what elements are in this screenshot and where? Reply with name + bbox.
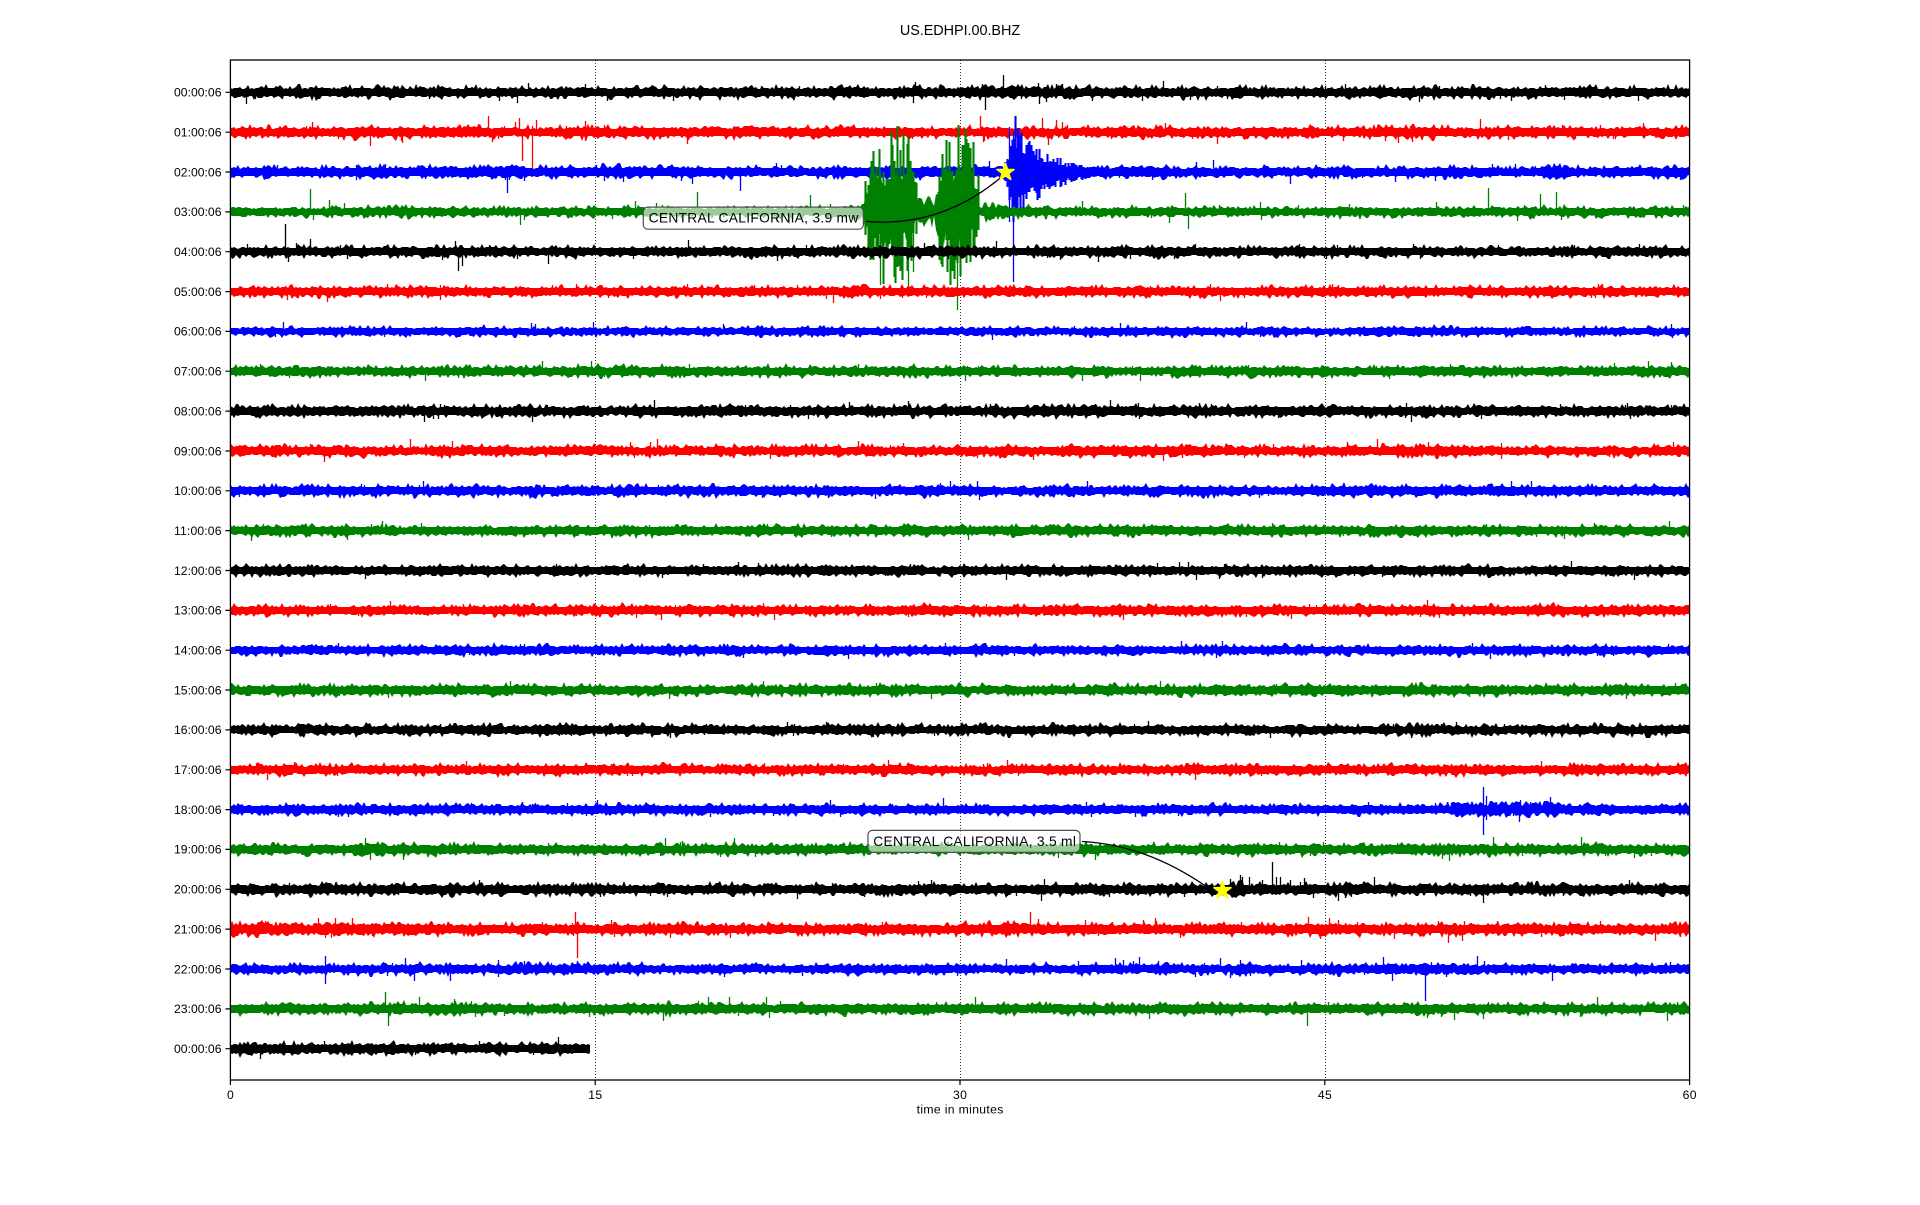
svg-text:0: 0 bbox=[227, 1088, 234, 1102]
svg-text:US.EDHPI.00.BHZ: US.EDHPI.00.BHZ bbox=[900, 23, 1021, 39]
svg-text:11:00:06: 11:00:06 bbox=[174, 524, 222, 538]
svg-text:05:00:06: 05:00:06 bbox=[174, 285, 222, 299]
svg-text:14:00:06: 14:00:06 bbox=[174, 644, 222, 658]
svg-text:00:00:06: 00:00:06 bbox=[174, 1042, 222, 1056]
svg-text:23:00:06: 23:00:06 bbox=[174, 1002, 222, 1016]
svg-text:18:00:06: 18:00:06 bbox=[174, 803, 222, 817]
svg-text:45: 45 bbox=[1318, 1088, 1332, 1102]
svg-text:13:00:06: 13:00:06 bbox=[174, 604, 222, 618]
svg-text:15: 15 bbox=[588, 1088, 602, 1102]
svg-text:17:00:06: 17:00:06 bbox=[174, 763, 222, 777]
svg-text:20:00:06: 20:00:06 bbox=[174, 883, 222, 897]
svg-text:09:00:06: 09:00:06 bbox=[174, 444, 222, 458]
svg-text:21:00:06: 21:00:06 bbox=[174, 922, 222, 936]
svg-text:08:00:06: 08:00:06 bbox=[174, 404, 222, 418]
svg-text:10:00:06: 10:00:06 bbox=[174, 484, 222, 498]
svg-text:12:00:06: 12:00:06 bbox=[174, 564, 222, 578]
svg-text:01:00:06: 01:00:06 bbox=[174, 126, 222, 140]
svg-text:22:00:06: 22:00:06 bbox=[174, 962, 222, 976]
svg-text:60: 60 bbox=[1683, 1088, 1697, 1102]
svg-text:CENTRAL CALIFORNIA, 3.5 ml: CENTRAL CALIFORNIA, 3.5 ml bbox=[873, 834, 1076, 849]
svg-text:19:00:06: 19:00:06 bbox=[174, 843, 222, 857]
svg-text:CENTRAL CALIFORNIA, 3.9 mw: CENTRAL CALIFORNIA, 3.9 mw bbox=[649, 211, 859, 226]
svg-text:06:00:06: 06:00:06 bbox=[174, 325, 222, 339]
svg-text:15:00:06: 15:00:06 bbox=[174, 683, 222, 697]
svg-text:16:00:06: 16:00:06 bbox=[174, 723, 222, 737]
svg-text:time in minutes: time in minutes bbox=[917, 1103, 1004, 1117]
svg-text:03:00:06: 03:00:06 bbox=[174, 205, 222, 219]
svg-text:02:00:06: 02:00:06 bbox=[174, 165, 222, 179]
svg-text:30: 30 bbox=[953, 1088, 967, 1102]
svg-text:00:00:06: 00:00:06 bbox=[174, 86, 222, 100]
svg-text:04:00:06: 04:00:06 bbox=[174, 245, 222, 259]
svg-text:07:00:06: 07:00:06 bbox=[174, 365, 222, 379]
